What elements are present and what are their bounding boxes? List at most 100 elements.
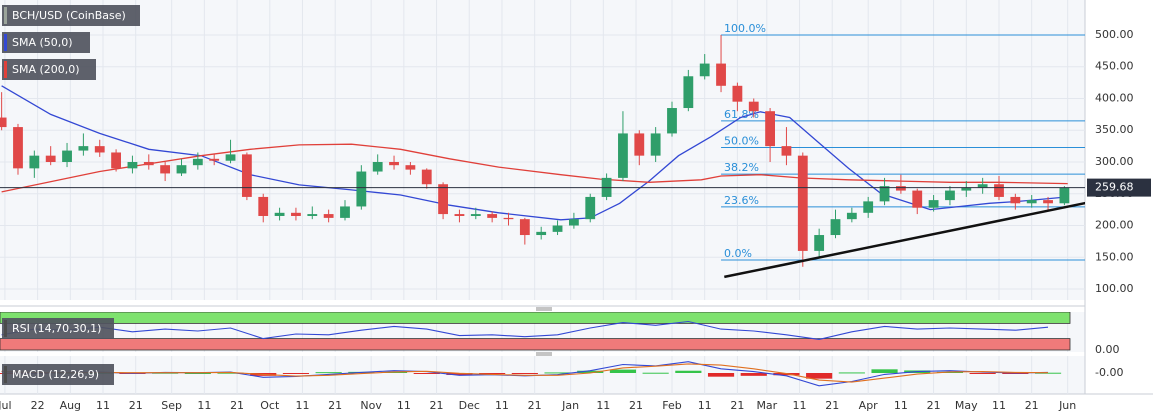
candle-body xyxy=(209,158,220,161)
x-tick-label: 21 xyxy=(1025,399,1039,412)
candle-body xyxy=(846,212,857,220)
y-tick-label: 200.00 xyxy=(1095,219,1134,232)
macd-histogram-bar xyxy=(838,372,865,374)
candle-body xyxy=(1059,187,1070,204)
candle-body xyxy=(748,101,759,112)
x-tick-label: May xyxy=(955,399,978,412)
candle-body xyxy=(13,127,23,169)
candle-body xyxy=(634,133,645,156)
candle-body xyxy=(699,63,710,77)
candle-body xyxy=(356,171,367,207)
candle-body xyxy=(519,219,530,236)
legend-entry: BCH/USD (CoinBase) xyxy=(12,9,126,22)
macd-plot xyxy=(0,361,1062,387)
candle-body xyxy=(716,63,726,86)
legend-entry: SMA (50,0) xyxy=(12,36,73,49)
macd-histogram-bar xyxy=(413,373,440,374)
macd-histogram-bar xyxy=(315,372,342,374)
x-tick-label: 11 xyxy=(992,399,1006,412)
last-price-label: 259.68 xyxy=(1095,181,1134,194)
fib-label: 0.0% xyxy=(724,247,752,260)
macd-histogram-bar xyxy=(642,372,669,374)
candle-body xyxy=(111,152,121,169)
fib-label: 23.6% xyxy=(724,194,759,207)
candle-body xyxy=(683,76,694,109)
x-tick-label: 11 xyxy=(894,399,908,412)
rsi-title-swatch xyxy=(4,320,7,337)
candle-body xyxy=(618,133,628,178)
candle-body xyxy=(732,85,743,102)
x-tick-label: Jan xyxy=(561,399,579,412)
candle-body xyxy=(912,190,923,208)
macd-histogram-bar xyxy=(446,373,473,375)
macd-histogram-bar xyxy=(871,369,898,373)
candle-body xyxy=(94,146,105,153)
x-tick-label: Feb xyxy=(662,399,681,412)
price-plot: 100.0%61.8%50.0%38.2%23.6%0.0% xyxy=(0,22,1085,290)
candle-body xyxy=(781,146,792,156)
fib-label: 38.2% xyxy=(724,161,759,174)
candle-body xyxy=(258,196,269,216)
price-panel xyxy=(0,0,1085,300)
fib-label: 100.0% xyxy=(724,22,766,35)
x-tick-label: Mar xyxy=(756,399,777,412)
rsi-title: RSI (14,70,30,1) xyxy=(12,322,101,335)
macd-histogram-bar xyxy=(675,370,702,373)
rsi-title-box[interactable] xyxy=(2,318,114,339)
legend-entry-swatch xyxy=(4,7,7,24)
x-tick-label: Jun xyxy=(1058,399,1076,412)
candle-body xyxy=(307,214,318,216)
trendline xyxy=(724,201,1085,279)
macd-histogram-bar xyxy=(609,369,637,373)
candle-body xyxy=(241,154,252,197)
candle-body xyxy=(1010,196,1021,204)
x-tick-label: 11 xyxy=(295,399,309,412)
candle-body xyxy=(928,200,939,208)
x-tick-label: Jul xyxy=(0,399,12,412)
x-tick-label: 11 xyxy=(96,399,110,412)
y-tick-label: 350.00 xyxy=(1095,123,1134,136)
candle-body xyxy=(487,214,498,218)
legend-entry-box[interactable] xyxy=(2,32,90,53)
macd-histogram-bar xyxy=(184,373,211,374)
candle-body xyxy=(977,184,988,188)
legend-entry-box[interactable] xyxy=(2,59,96,80)
legend-entry-box[interactable] xyxy=(2,5,140,26)
candle-body xyxy=(454,214,465,216)
x-tick-label: 21 xyxy=(129,399,143,412)
candle-body xyxy=(895,186,906,191)
candle-body xyxy=(160,165,171,174)
candle-body xyxy=(405,165,416,170)
x-tick-label: 21 xyxy=(629,399,643,412)
candle-body xyxy=(323,214,334,218)
overlay: Jul 22 Aug 11 21 Sep 11 21 Oct 11 21 Nov 11 21 Dec 11 21… xyxy=(0,5,1151,412)
candle-body xyxy=(127,162,138,169)
candle-body xyxy=(225,154,236,161)
rsi-tick-label: 0.00 xyxy=(1095,343,1120,356)
candle-body xyxy=(192,158,203,166)
candle-body xyxy=(503,217,514,220)
x-tick-label: 11 xyxy=(596,399,610,412)
x-tick-label: 21 xyxy=(528,399,542,412)
candle-body xyxy=(552,225,563,232)
macd-histogram-bar xyxy=(217,372,244,374)
candle-body xyxy=(945,190,955,201)
macd-histogram-bar xyxy=(282,373,310,374)
candle-body xyxy=(29,155,40,169)
candle-body xyxy=(291,212,301,216)
y-tick-label: 300.00 xyxy=(1095,155,1134,168)
y-tick-label: 400.00 xyxy=(1095,91,1134,104)
candle-body xyxy=(1026,200,1037,204)
candle-body xyxy=(863,201,874,213)
candle-body xyxy=(536,231,547,236)
macd-title-box[interactable] xyxy=(2,364,114,385)
rsi-oversold-zone xyxy=(0,338,1071,351)
candle-body xyxy=(62,150,72,163)
x-tick-label: 11 xyxy=(698,399,712,412)
candle-body xyxy=(585,196,596,220)
x-tick-label: 21 xyxy=(927,399,941,412)
candle-body xyxy=(45,155,56,163)
x-tick-label: Oct xyxy=(260,399,280,412)
x-tick-label: 11 xyxy=(495,399,509,412)
